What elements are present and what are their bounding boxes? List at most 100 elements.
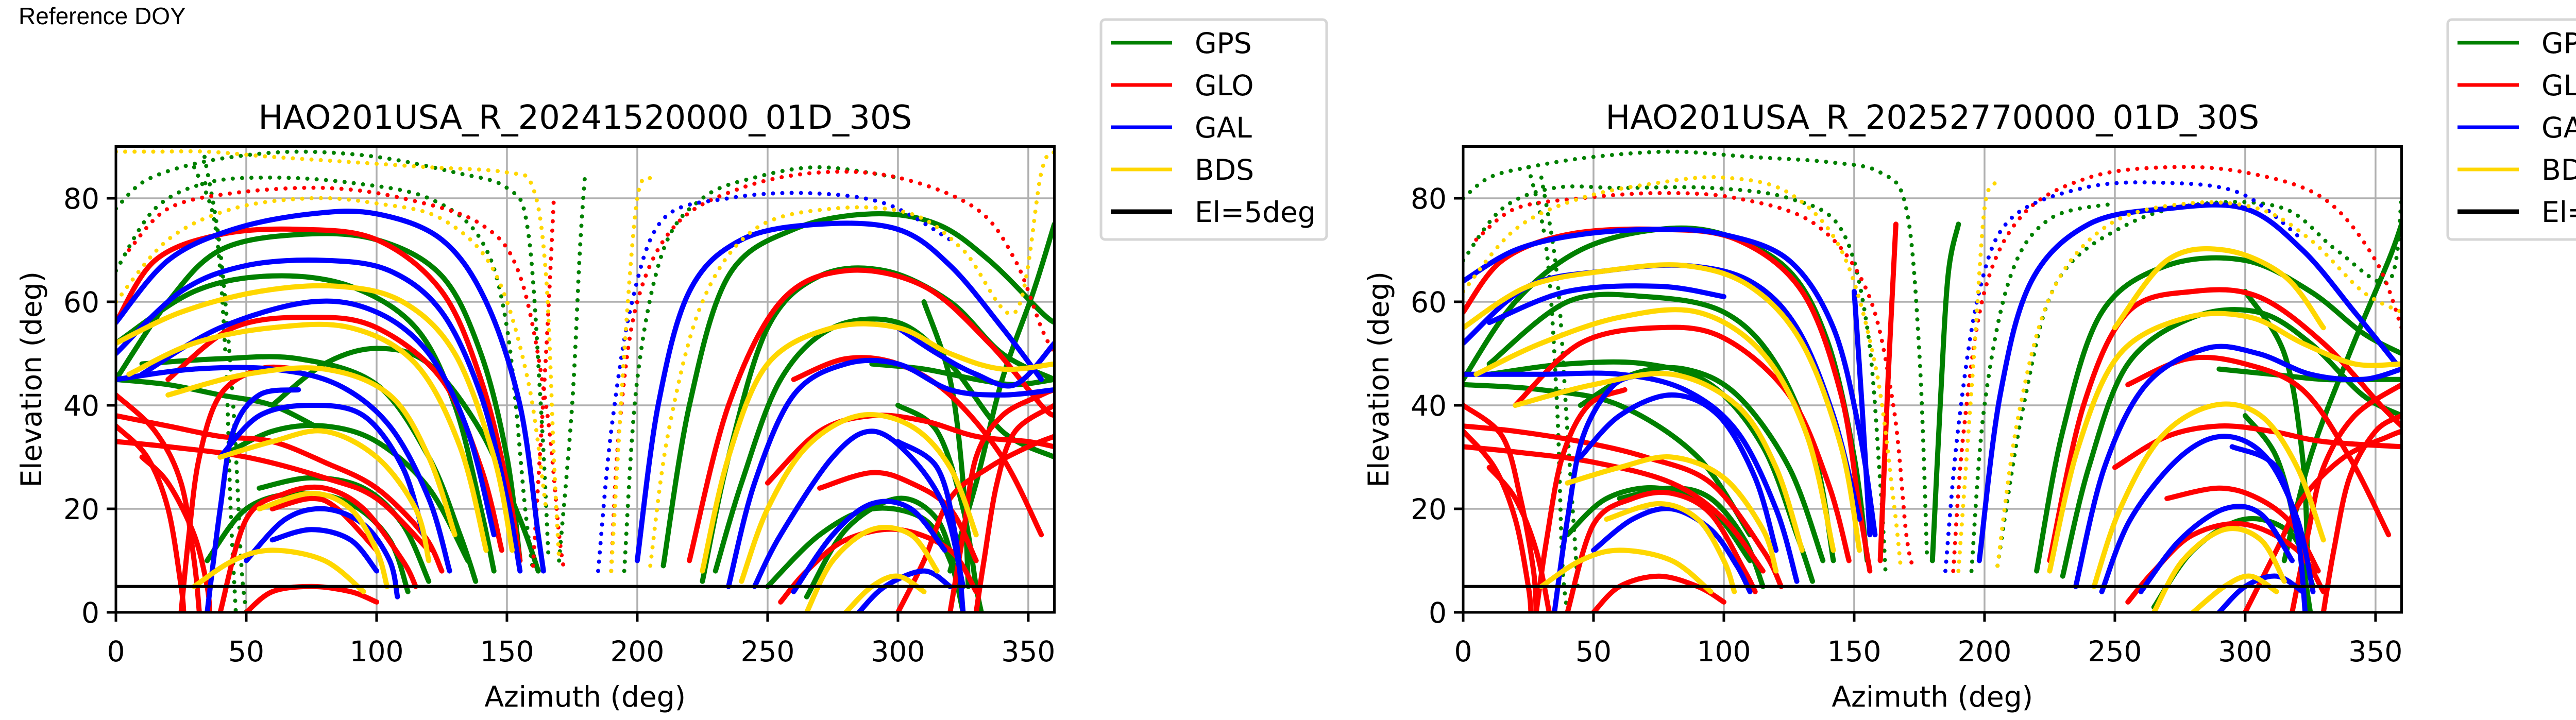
legend: GPS GLO GAL BDS El=5deg — [1099, 18, 1328, 241]
track-gps-7 — [217, 422, 471, 563]
track-bds-1 — [1463, 262, 1862, 553]
track-gps-12 — [2034, 255, 2402, 574]
track-glo-10 — [1486, 465, 1552, 612]
track-gal-4 — [217, 403, 426, 538]
track-glo-8 — [1463, 403, 1539, 612]
legend-label: GPS — [2541, 27, 2576, 60]
x-axis-label: Azimuth (deg) — [1832, 680, 2033, 713]
track-gal-2 — [139, 298, 497, 538]
track-glo-19 — [1877, 221, 1899, 563]
track-gal-0 — [116, 209, 546, 574]
track-glo-5 — [765, 413, 1055, 486]
track-gal-12 — [791, 499, 947, 594]
track-bds-5 — [1604, 501, 1737, 594]
y-tick-label: 20 — [1411, 493, 1447, 526]
track-bds-7 — [1995, 200, 2402, 568]
x-tick-label: 300 — [2218, 635, 2272, 668]
legend-entry-glo: GLO — [2458, 69, 2576, 102]
x-tick-label: 200 — [610, 635, 664, 668]
track-bds-11 — [2190, 573, 2279, 612]
x-tick-label: 250 — [740, 635, 794, 668]
track-glo-4 — [2047, 287, 2402, 563]
track-gps-0 — [1463, 149, 1929, 563]
legend-label: GPS — [1195, 27, 1252, 60]
track-bds-6 — [257, 490, 390, 589]
track-bds-9 — [2091, 401, 2326, 589]
track-bds-9 — [700, 321, 1055, 574]
x-tick-label: 350 — [2348, 635, 2402, 668]
track-bds-3 — [126, 321, 489, 553]
track-bds-10 — [2151, 526, 2287, 612]
legend-label: GLO — [2541, 69, 2576, 102]
figure-suptitle: Reference DOY — [19, 3, 186, 29]
x-axis-label: Azimuth (deg) — [484, 680, 686, 713]
track-bds-12 — [843, 573, 927, 612]
x-tick-label: 0 — [1454, 635, 1472, 668]
track-bds-10 — [739, 412, 979, 584]
x-tick-label: 150 — [1827, 635, 1881, 668]
track-gal-3 — [116, 365, 452, 574]
x-tick-label: 50 — [228, 635, 264, 668]
track-bds-13 — [2112, 246, 2326, 331]
x-tick-label: 100 — [1697, 635, 1751, 668]
track-glo-16 — [2320, 413, 2402, 612]
y-tick-label: 80 — [63, 182, 99, 215]
track-gal-11 — [752, 428, 966, 589]
track-gal-14 — [2229, 444, 2308, 612]
y-axis-ticks: 0 20 40 60 80 — [63, 182, 116, 629]
track-bds-7 — [191, 547, 366, 594]
track-gal-3 — [1463, 370, 1800, 584]
track-bds-2 — [116, 283, 515, 553]
y-tick-label: 40 — [1411, 389, 1447, 422]
track-bds-8 — [2047, 311, 2402, 574]
track-gal-5 — [244, 506, 400, 599]
track-glo-6 — [1463, 444, 1766, 574]
track-bds-11 — [804, 525, 940, 612]
legend-label: El=5deg — [1195, 196, 1316, 229]
series-bds — [1463, 175, 2402, 612]
legend-entry-gal: GAL — [1111, 111, 1252, 144]
track-gal-10 — [726, 357, 1055, 589]
x-axis-ticks: 0 50 100 150 200 250 300 350 — [1454, 612, 2402, 668]
track-glo-17 — [973, 403, 1055, 612]
track-bds-4 — [165, 365, 457, 538]
track-glo-20 — [1533, 387, 1628, 612]
track-gal-2 — [1486, 283, 1726, 325]
legend-entry-gps: GPS — [1111, 27, 1252, 60]
series-gal — [1463, 180, 2402, 612]
track-gal-7 — [1852, 288, 1873, 538]
legend-label: El=5deg — [2541, 196, 2576, 229]
x-tick-label: 50 — [1575, 635, 1612, 668]
track-gal-8 — [634, 220, 1044, 563]
series-bds — [116, 149, 1055, 612]
y-axis-ticks: 0 20 40 60 80 — [1411, 182, 1463, 629]
track-gps-14 — [622, 165, 900, 573]
track-bds-4 — [1565, 454, 1779, 574]
track-bds-6 — [1538, 547, 1714, 594]
track-gal-1 — [116, 258, 523, 574]
track-glo-1 — [116, 226, 523, 563]
x-tick-label: 250 — [2088, 635, 2142, 668]
track-glo-9 — [116, 423, 187, 612]
satellite-tracks — [116, 149, 1055, 612]
track-gps-1 — [116, 175, 535, 573]
axes-frame — [114, 145, 1056, 614]
track-glo-12 — [1591, 573, 1726, 612]
legend-entry-el-5deg: El=5deg — [1111, 196, 1316, 229]
track-glo-11 — [217, 484, 418, 612]
x-axis-ticks: 0 50 100 150 200 250 300 350 — [107, 612, 1055, 668]
track-bds-1 — [116, 196, 548, 511]
track-gal-0 — [1463, 227, 1878, 538]
chart-panel-left: 0 50 100 150 200 250 300 350 0 20 40 60 80 HAO201US… — [15, 18, 1328, 713]
track-gps-5 — [202, 155, 248, 612]
track-glo-3 — [609, 169, 1055, 573]
x-tick-label: 350 — [1001, 635, 1055, 668]
y-tick-label: 40 — [63, 389, 99, 422]
chart-title: HAO201USA_R_20241520000_01D_30S — [258, 99, 912, 137]
y-axis-label: Elevation (deg) — [15, 271, 48, 488]
legend: GPS GLO GAL BDS El=5deg — [2446, 18, 2576, 241]
track-gal-7 — [269, 527, 379, 574]
chart-panel-right: 0 50 100 150 200 250 300 350 0 20 40 60 80 HAO201US… — [1362, 18, 2576, 713]
track-gps-14 — [1969, 201, 2117, 573]
